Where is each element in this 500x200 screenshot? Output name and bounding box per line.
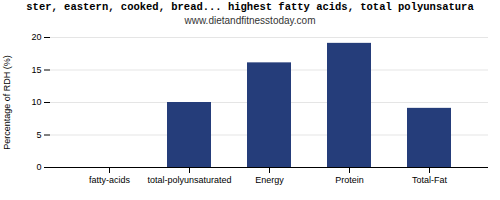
svg-text:5: 5 bbox=[36, 130, 41, 140]
svg-text:total-polyunsaturated: total-polyunsaturated bbox=[147, 175, 231, 185]
svg-text:0: 0 bbox=[36, 162, 41, 172]
svg-text:Total-Fat: Total-Fat bbox=[412, 175, 448, 185]
html-text:www.dietandfitnesstoday.com: www.dietandfitnesstoday.com bbox=[184, 15, 316, 26]
html-text:ster, eastern, cooked, bread..: ster, eastern, cooked, bread... highest … bbox=[26, 1, 474, 13]
svg-text:10: 10 bbox=[31, 97, 41, 107]
svg-text:15: 15 bbox=[31, 65, 41, 75]
svg-text:Energy: Energy bbox=[255, 175, 284, 185]
svg-text:fatty-acids: fatty-acids bbox=[89, 175, 131, 185]
svg-text:Protein: Protein bbox=[335, 175, 364, 185]
svg-text:20: 20 bbox=[31, 32, 41, 42]
svg-text:Percentage of RDH (%): Percentage of RDH (%) bbox=[2, 55, 12, 150]
